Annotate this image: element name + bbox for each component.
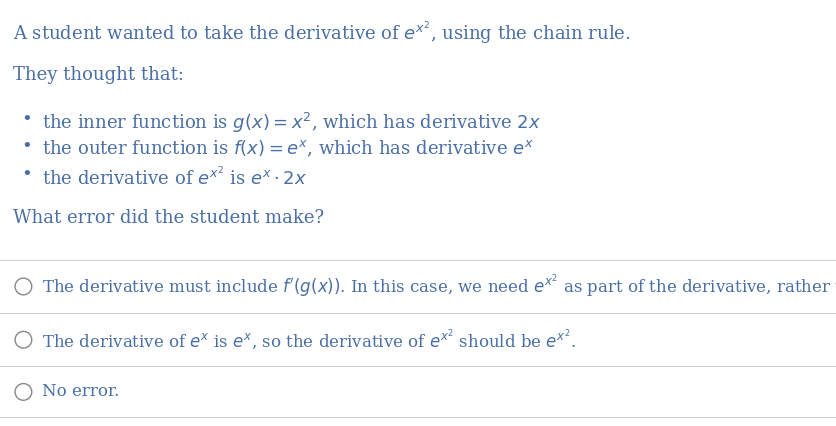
- Text: No error.: No error.: [42, 383, 120, 400]
- Text: They thought that:: They thought that:: [13, 66, 184, 84]
- Text: •: •: [21, 166, 32, 184]
- Text: the derivative of $e^{x^2}$ is $e^x \cdot 2x$: the derivative of $e^{x^2}$ is $e^x \cdo…: [42, 166, 307, 190]
- Text: The derivative must include $f'\left(g\left(x\right)\right)$. In this case, we n: The derivative must include $f'\left(g\l…: [42, 273, 836, 300]
- Text: What error did the student make?: What error did the student make?: [13, 209, 324, 227]
- Text: The derivative of $e^x$ is $e^x$, so the derivative of $e^{x^2}$ should be $e^{x: The derivative of $e^x$ is $e^x$, so the…: [42, 327, 576, 352]
- Text: the outer function is $f\left(x\right) = e^x$, which has derivative $e^x$: the outer function is $f\left(x\right) =…: [42, 138, 533, 159]
- Text: the inner function is $g\left(x\right) = x^2$, which has derivative $2x$: the inner function is $g\left(x\right) =…: [42, 111, 541, 135]
- Text: •: •: [21, 111, 32, 129]
- Text: •: •: [21, 138, 32, 156]
- Text: A student wanted to take the derivative of $e^{x^2}$, using the chain rule.: A student wanted to take the derivative …: [13, 19, 630, 47]
